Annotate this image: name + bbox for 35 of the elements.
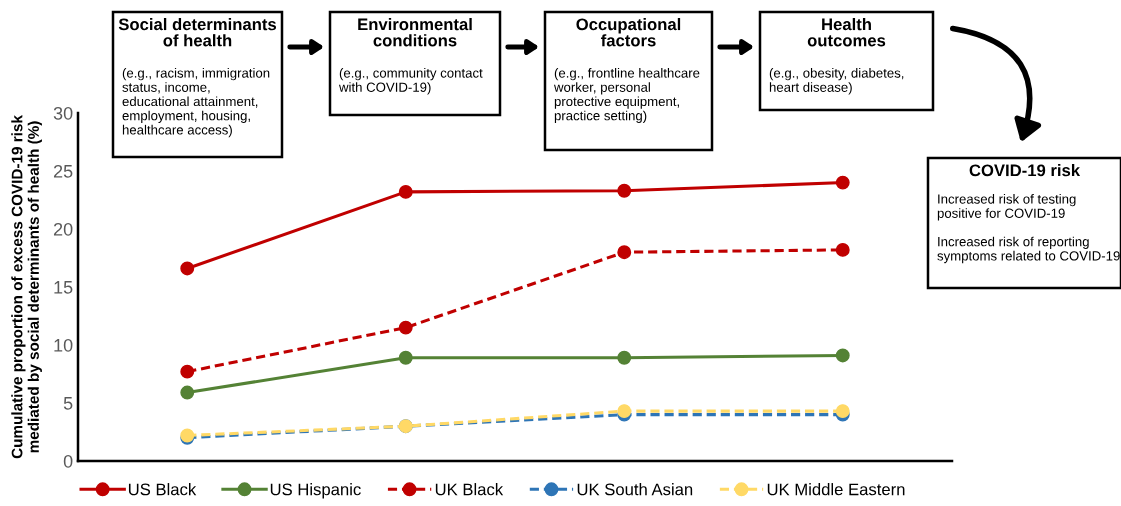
text: Occupational factors [576,18,681,47]
point [398,184,413,199]
legend-label: UK South Asian [577,483,693,496]
y-tick-label: 25 [53,164,73,178]
text: (e.g., obesity, diabetes, heart disease) [769,68,904,95]
y-tick-label: 30 [53,106,73,120]
point [398,350,413,365]
point [835,348,850,363]
y-axis-title: Cumulative proportion of excess COVID-19 risk mediated by social determinants of health (%) [11,115,42,459]
y-tick-label: 5 [63,397,73,410]
legend-label: US Hispanic [270,483,361,499]
point [617,350,632,365]
point [180,385,195,400]
y-tick-label: 15 [54,281,73,294]
point [398,320,413,335]
legend-label: US Black [128,483,197,496]
text: (e.g., community contact with COVID-19) [338,68,483,95]
legend-label: UK Black [435,483,504,496]
y-tick-label: 10 [54,338,73,352]
point [835,175,850,190]
point [180,261,195,276]
y-tick-label: 20 [53,222,73,236]
point [617,245,632,260]
point [617,183,632,198]
text: Social determinants of health [118,18,277,47]
annotation: (e.g., racism, immigration status, income, educational attainment, employment, housing, healthcare access) [122,68,270,138]
text: Increased risk of testing positive for COVID-19 Increased risk of reporting symptoms related to COVID-19 [937,194,1120,264]
point [835,242,850,257]
point [180,364,195,379]
annotation: (e.g., frontline healthcare worker, personal protective equipment, practice setting) [553,68,700,123]
y-tick-label: 0 [63,454,73,468]
text: Health outcomes [807,18,886,47]
text: Environmental conditions [358,18,472,47]
legend-label: UK Middle Eastern [767,483,905,496]
text: COVID-19 risk [969,164,1081,177]
